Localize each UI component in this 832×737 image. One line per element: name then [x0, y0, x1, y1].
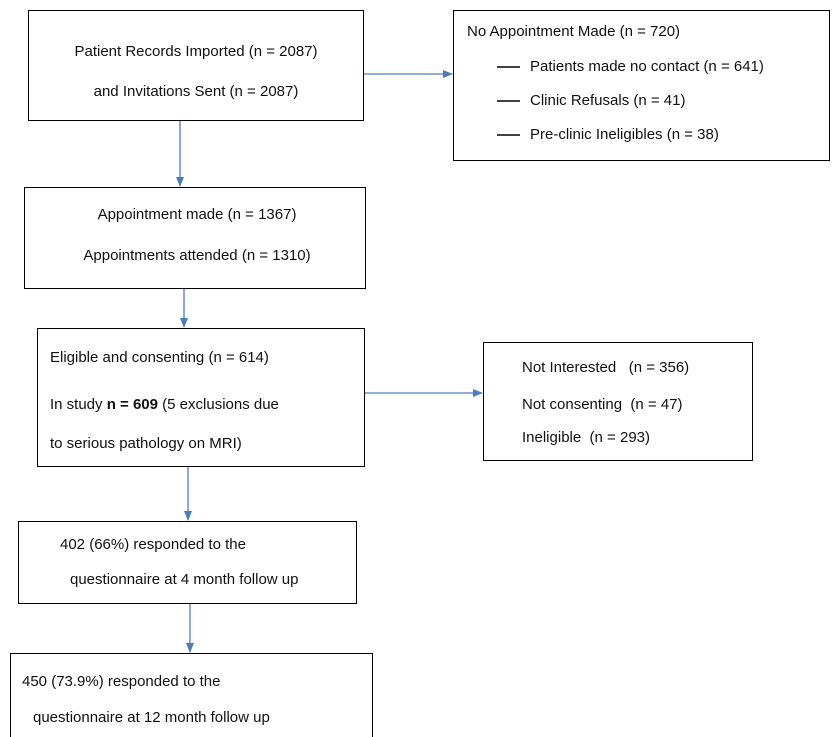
node-text: Not Interested (n = 356): [522, 359, 689, 376]
box: [10, 653, 373, 737]
node-text: questionnaire at 12 month follow up: [33, 709, 270, 726]
node-text: questionnaire at 4 month follow up: [70, 571, 298, 588]
node-item: Patients made no contact (n = 641): [530, 58, 764, 75]
node-text: Appointments attended (n = 1310): [83, 247, 310, 264]
node-text: Patient Records Imported (n = 2087): [74, 43, 317, 60]
box: [37, 328, 365, 467]
node-text: In study n = 609 (5 exclusions due: [50, 396, 279, 413]
box: [18, 521, 357, 604]
box: [28, 10, 364, 121]
box: [24, 187, 366, 289]
node-item: Clinic Refusals (n = 41): [530, 92, 685, 109]
node-title: No Appointment Made (n = 720): [467, 23, 680, 40]
node-text: 450 (73.9%) responded to the: [22, 673, 220, 690]
node-text: Eligible and consenting (n = 614): [50, 349, 269, 366]
text-part: In study: [50, 396, 107, 413]
node-text: Not consenting (n = 47): [522, 396, 683, 413]
node-item: Pre-clinic Ineligibles (n = 38): [530, 126, 719, 143]
node-text: Appointment made (n = 1367): [98, 206, 297, 223]
node-text: 402 (66%) responded to the: [60, 536, 246, 553]
node-text: and Invitations Sent (n = 2087): [94, 83, 299, 100]
text-part: n = 609: [107, 396, 158, 413]
node-text: to serious pathology on MRI): [50, 435, 242, 452]
box: [483, 342, 753, 461]
node-text: Ineligible (n = 293): [522, 429, 650, 446]
text-part: (5 exclusions due: [158, 396, 279, 413]
